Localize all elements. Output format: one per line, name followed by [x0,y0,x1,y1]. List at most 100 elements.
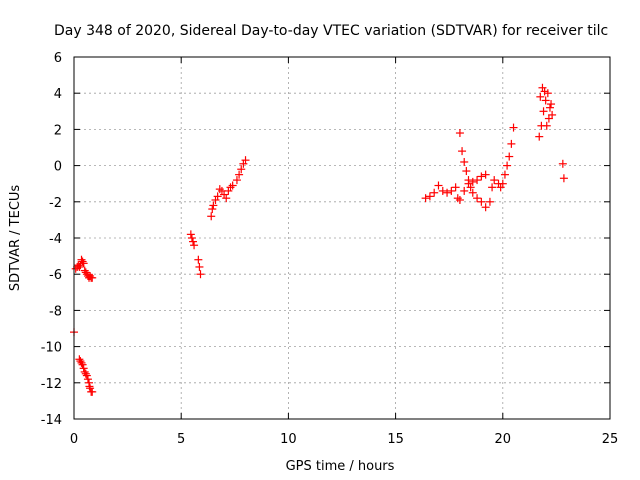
y-tick-label: -14 [41,413,62,428]
chart-title: Day 348 of 2020, Sidereal Day-to-day VTE… [54,23,608,39]
data-point [438,186,447,195]
data-point [78,360,87,369]
data-point [538,83,547,92]
data-point [211,195,220,204]
data-point [77,358,86,367]
data-point [453,194,462,203]
y-tick-label: -2 [49,196,62,211]
data-point [208,205,217,214]
data-point [559,174,568,183]
data-point [485,197,494,206]
data-point [490,176,499,185]
data-point [505,152,514,161]
data-point [76,357,85,366]
data-point [498,179,507,188]
data-point [194,255,203,264]
data-point [443,188,452,197]
data-point [503,161,512,170]
data-point [447,186,456,195]
data-point [464,179,473,188]
data-point [209,201,218,210]
x-tick-label: 10 [280,432,297,447]
data-point [473,194,482,203]
data-point [241,156,250,165]
data-point [224,186,233,195]
data-point [82,371,91,380]
data-point [88,273,97,282]
data-point [86,384,95,393]
x-tick-label: 5 [177,432,185,447]
data-point [80,367,89,376]
data-point [540,87,549,96]
data-point [451,183,460,192]
data-point [222,194,231,203]
data-point [500,170,509,179]
data-point [235,170,244,179]
data-point [460,186,469,195]
data-point [186,230,195,239]
data-point [509,123,518,132]
data-point [462,167,471,176]
data-point [421,194,430,203]
data-point [496,183,505,192]
x-axis-label: GPS time / hours [286,459,395,474]
data-point [477,197,486,206]
data-point [473,176,482,185]
data-point [488,183,497,192]
data-point [468,188,477,197]
data-point [542,121,551,130]
data-point [188,237,197,246]
data-point [477,172,486,181]
data-point [455,195,464,204]
data-point [85,382,94,391]
y-tick-label: -4 [49,232,62,247]
data-point [481,170,490,179]
data-point [535,132,544,141]
data-point [458,147,467,156]
data-point [544,114,553,123]
data-point [541,96,550,105]
y-tick-label: -12 [41,377,62,392]
y-tick-label: 4 [54,87,62,102]
y-tick-label: 0 [54,160,62,175]
data-point [545,103,554,112]
x-tick-label: 20 [495,432,512,447]
y-tick-label: 6 [54,51,62,66]
data-point [468,177,477,186]
data-point [83,375,92,384]
x-tick-label: 15 [387,432,404,447]
data-point [434,181,443,190]
data-point [196,270,205,279]
y-tick-label: 2 [54,123,62,138]
data-point [507,139,516,148]
data-point [81,369,90,378]
data-point [207,212,216,221]
data-point [239,159,248,168]
data-point [539,107,548,116]
data-point [220,190,229,199]
data-point [215,185,224,194]
data-point [228,181,237,190]
data-point [213,192,222,201]
data-point [425,192,434,201]
y-axis-label: SDTVAR / TECUs [8,185,23,292]
x-tick-label: 25 [602,432,619,447]
data-point [187,234,196,242]
data-point [78,257,87,266]
y-tick-label: -8 [49,304,62,319]
grid-lines [74,57,610,419]
data-point [536,92,545,101]
data-point [547,100,556,109]
data-point [237,165,246,174]
data-points [70,83,568,396]
data-point [88,387,97,396]
data-point [195,262,204,271]
data-point [79,364,88,373]
data-point [460,157,469,166]
x-tick-label: 0 [70,432,78,447]
data-point [226,183,235,192]
data-point [75,262,84,271]
data-point [558,159,567,168]
y-tick-label: -6 [49,268,62,283]
